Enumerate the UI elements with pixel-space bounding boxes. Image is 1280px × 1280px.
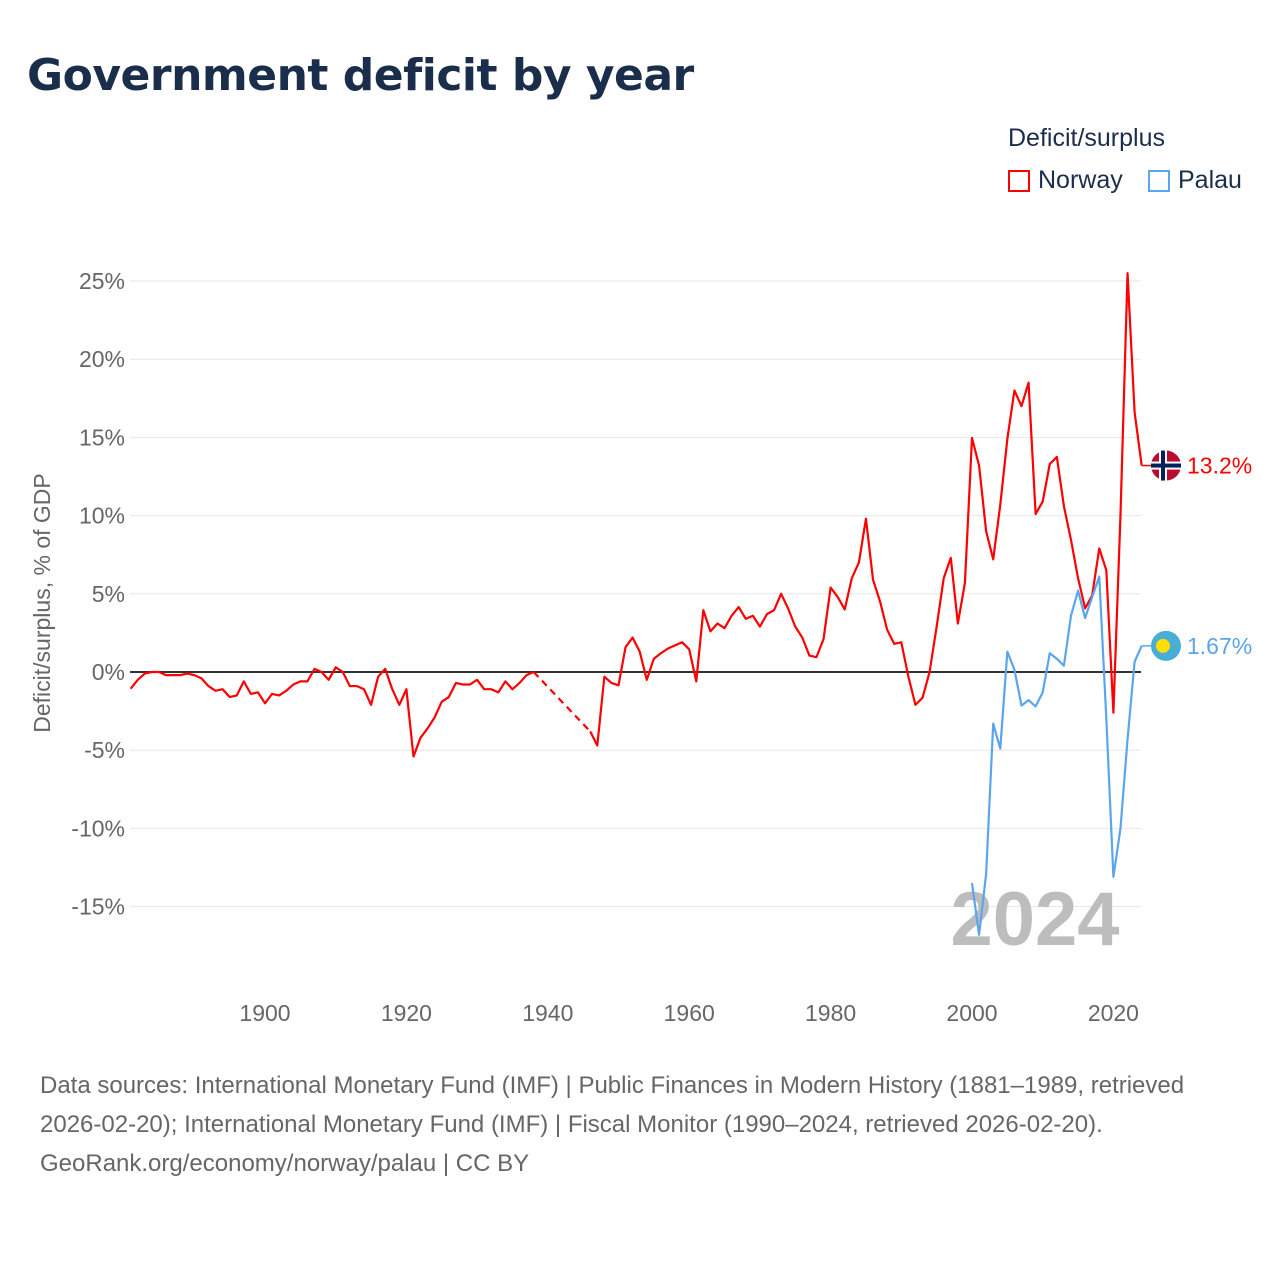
y-tick-label: 15% (79, 424, 125, 450)
y-tick-label: 5% (92, 581, 125, 607)
legend-label: Norway (1038, 166, 1123, 194)
data-sources: Data sources: International Monetary Fun… (40, 1072, 1185, 1138)
legend-label: Palau (1178, 166, 1242, 194)
year-watermark: 2024 (950, 877, 1119, 962)
page-title: Government deficit by year (27, 50, 694, 101)
y-tick-label: 0% (92, 659, 125, 685)
norway-flag-icon (1161, 450, 1165, 481)
x-tick-label: 1920 (381, 1000, 432, 1026)
end-value-label: 1.67% (1187, 633, 1252, 659)
footer: Data sources: International Monetary Fun… (40, 1066, 1240, 1183)
palau-flag-icon (1156, 638, 1170, 653)
x-tick-label: 1960 (664, 1000, 715, 1026)
legend-title: Deficit/surplus (1008, 124, 1165, 152)
end-value-label: 13.2% (1187, 453, 1252, 479)
legend-item-norway[interactable]: Norway (1008, 166, 1123, 195)
legend-swatch-palau (1148, 169, 1170, 192)
credit-link[interactable]: GeoRank.org/economy/norway/palau | CC BY (40, 1150, 530, 1177)
y-tick-label: -10% (71, 815, 125, 841)
series-gap-norway (532, 671, 592, 733)
x-tick-label: 1900 (239, 1000, 290, 1026)
x-tick-label: 2020 (1088, 1000, 1139, 1026)
series-line-palau (970, 575, 1143, 936)
y-tick-label: 20% (79, 346, 125, 372)
x-tick-label: 1980 (805, 1000, 856, 1026)
legend-item-palau[interactable]: Palau (1148, 166, 1242, 195)
series-line-norway (129, 666, 535, 758)
y-axis-label: Deficit/surplus, % of GDP (29, 473, 55, 732)
x-tick-label: 1940 (522, 1000, 573, 1026)
norway-flag-icon (1151, 463, 1181, 468)
y-tick-label: 10% (79, 503, 125, 529)
y-tick-label: -15% (71, 894, 125, 920)
x-tick-label: 2000 (946, 1000, 997, 1026)
series-line-norway (589, 272, 1143, 747)
y-tick-label: 25% (79, 268, 125, 294)
y-tick-label: -5% (84, 737, 125, 763)
legend-swatch-norway (1008, 169, 1030, 192)
